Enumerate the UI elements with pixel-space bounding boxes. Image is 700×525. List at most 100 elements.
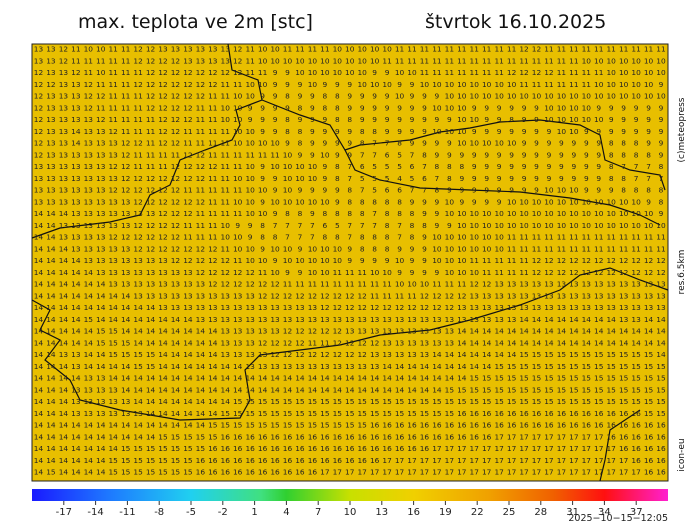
grid-value: 13 [121, 256, 131, 265]
grid-value: 9 [298, 115, 303, 124]
grid-value: 7 [298, 221, 303, 230]
grid-value: 10 [333, 45, 343, 54]
grid-value: 9 [410, 197, 415, 206]
grid-value: 13 [656, 291, 666, 300]
grid-value: 14 [482, 338, 492, 347]
grid-value: 10 [370, 268, 380, 277]
grid-value: 14 [108, 374, 118, 383]
grid-value: 16 [370, 444, 380, 453]
grid-value: 15 [644, 409, 654, 418]
colorbar-tick-label: 25 [503, 507, 516, 518]
grid-value: 16 [208, 456, 218, 465]
grid-value: 15 [333, 409, 343, 418]
grid-value: 17 [432, 444, 442, 453]
grid-value: 14 [84, 338, 94, 347]
grid-value: 10 [395, 280, 405, 289]
grid-value: 14 [71, 421, 81, 430]
grid-value: 11 [594, 233, 604, 242]
grid-value: 12 [183, 92, 192, 101]
grid-value: 8 [298, 209, 303, 218]
grid-value: 10 [221, 233, 231, 242]
grid-value: 12 [171, 115, 180, 124]
grid-value: 16 [420, 421, 430, 430]
grid-value: 9 [310, 139, 315, 148]
grid-value: 15 [245, 421, 255, 430]
grid-value: 15 [544, 350, 554, 359]
grid-value: 13 [308, 303, 318, 312]
grid-value: 14 [519, 338, 529, 347]
grid-value: 14 [171, 374, 181, 383]
grid-value: 14 [146, 315, 156, 324]
grid-value: 12 [582, 256, 591, 265]
grid-value: 12 [133, 197, 142, 206]
grid-value: 15 [357, 397, 367, 406]
grid-value: 12 [208, 162, 217, 171]
grid-value: 9 [335, 186, 340, 195]
grid-value: 17 [532, 456, 542, 465]
grid-value: 13 [108, 280, 118, 289]
grid-value: 15 [594, 362, 604, 371]
grid-value: 14 [370, 374, 380, 383]
grid-value: 14 [183, 315, 193, 324]
grid-value: 17 [320, 468, 330, 477]
grid-value: 11 [221, 209, 231, 218]
grid-value: 14 [71, 127, 81, 136]
grid-value: 15 [420, 409, 430, 418]
grid-value: 10 [432, 127, 442, 136]
grid-value: 11 [494, 45, 504, 54]
grid-value: 9 [509, 150, 514, 159]
grid-value: 8 [634, 186, 639, 195]
grid-value: 12 [171, 233, 180, 242]
grid-value: 13 [121, 268, 131, 277]
grid-value: 9 [459, 186, 464, 195]
grid-value: 14 [221, 374, 231, 383]
grid-value: 16 [295, 444, 305, 453]
grid-value: 12 [532, 45, 541, 54]
grid-value: 15 [544, 362, 554, 371]
grid-value: 9 [322, 115, 327, 124]
grid-value: 15 [532, 374, 542, 383]
grid-value: 10 [606, 221, 616, 230]
grid-value: 9 [435, 150, 440, 159]
grid-value: 12 [171, 186, 180, 195]
grid-value: 14 [84, 456, 94, 465]
grid-value: 14 [557, 338, 567, 347]
grid-value: 14 [146, 432, 156, 441]
grid-value: 9 [646, 115, 651, 124]
grid-value: 12 [208, 268, 217, 277]
grid-value: 13 [245, 303, 255, 312]
grid-value: 12 [196, 268, 205, 277]
grid-value: 16 [482, 409, 492, 418]
grid-value: 12 [308, 350, 317, 359]
grid-value: 14 [183, 374, 193, 383]
grid-value: 10 [245, 197, 255, 206]
grid-value: 9 [596, 186, 601, 195]
grid-value: 10 [470, 221, 480, 230]
grid-value: 11 [544, 56, 554, 65]
grid-value: 9 [248, 233, 253, 242]
grid-value: 13 [121, 409, 131, 418]
grid-value: 15 [482, 385, 492, 394]
grid-value: 13 [320, 315, 330, 324]
grid-value: 15 [582, 362, 592, 371]
grid-value: 14 [46, 315, 56, 324]
grid-value: 14 [382, 374, 392, 383]
grid-value: 12 [171, 80, 180, 89]
grid-value: 12 [121, 233, 130, 242]
grid-value: 14 [407, 362, 417, 371]
grid-value: 9 [347, 103, 352, 112]
grid-value: 8 [347, 186, 352, 195]
grid-value: 13 [221, 315, 231, 324]
grid-value: 17 [507, 444, 517, 453]
grid-value: 13 [108, 221, 118, 230]
grid-value: 13 [133, 291, 143, 300]
grid-value: 9 [584, 186, 589, 195]
grid-value: 7 [372, 150, 377, 159]
grid-value: 15 [133, 350, 143, 359]
grid-value: 16 [644, 432, 654, 441]
grid-value: 17 [370, 468, 380, 477]
grid-value: 14 [59, 432, 69, 441]
grid-value: 14 [108, 315, 118, 324]
grid-value: 12 [283, 338, 292, 347]
grid-value: 9 [447, 150, 452, 159]
